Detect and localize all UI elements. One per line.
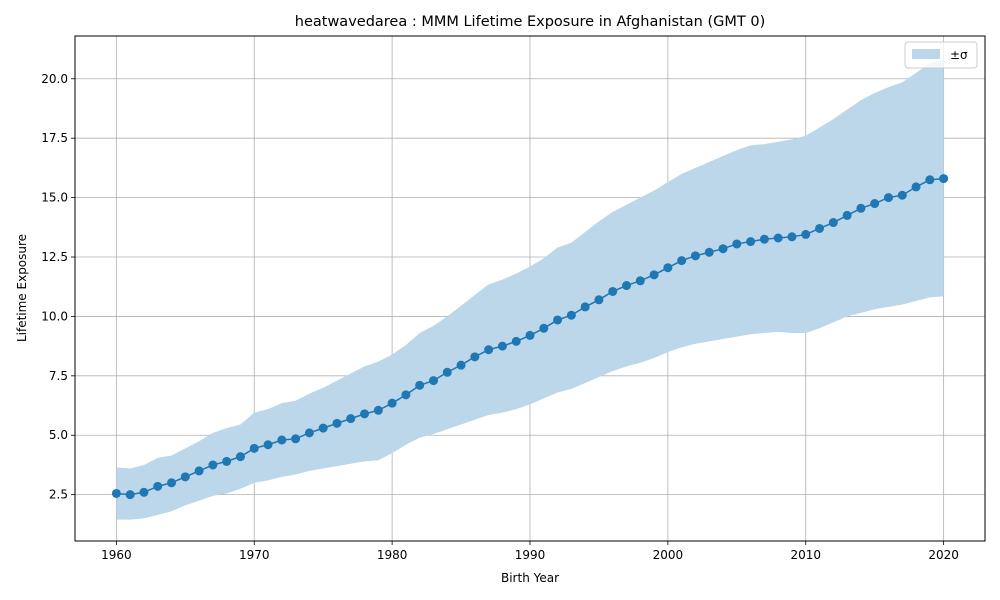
data-point xyxy=(732,239,742,249)
data-point xyxy=(346,414,356,424)
data-point xyxy=(401,390,411,400)
data-point xyxy=(759,234,769,244)
data-point xyxy=(180,472,190,482)
data-point xyxy=(125,490,135,500)
data-point xyxy=(387,398,397,408)
data-point xyxy=(787,232,797,242)
data-point xyxy=(511,336,521,346)
data-point xyxy=(553,315,563,325)
data-point xyxy=(332,418,342,428)
data-point xyxy=(153,481,163,491)
data-point xyxy=(608,286,618,296)
x-axis-label: Birth Year xyxy=(501,571,559,585)
data-point xyxy=(277,435,287,445)
data-point xyxy=(235,452,245,462)
data-point xyxy=(635,276,645,286)
data-point xyxy=(470,352,480,362)
data-point xyxy=(415,380,425,390)
x-tick-label: 2000 xyxy=(653,548,684,562)
data-point xyxy=(911,182,921,192)
chart-title: heatwavedarea : MMM Lifetime Exposure in… xyxy=(295,14,765,30)
data-point xyxy=(194,466,204,476)
data-point xyxy=(663,263,673,273)
x-tick-label: 2010 xyxy=(790,548,821,562)
series-group xyxy=(111,174,949,500)
y-tick-label: 15.0 xyxy=(41,191,68,205)
y-tick-label: 20.0 xyxy=(41,72,68,86)
data-point xyxy=(897,190,907,200)
data-point xyxy=(539,323,549,333)
data-point xyxy=(456,360,466,370)
y-tick-label: 5.0 xyxy=(49,428,68,442)
data-point xyxy=(263,440,273,450)
y-tick-label: 2.5 xyxy=(49,488,68,502)
data-point xyxy=(525,330,535,340)
data-point xyxy=(828,218,838,228)
y-tick-label: 10.0 xyxy=(41,309,68,323)
data-point xyxy=(318,423,328,433)
data-point xyxy=(925,175,935,185)
data-point xyxy=(622,281,632,291)
data-point xyxy=(842,210,852,220)
y-axis-label: Lifetime Exposure xyxy=(15,234,29,342)
data-point xyxy=(442,367,452,377)
data-point xyxy=(167,478,177,488)
data-point xyxy=(939,174,949,184)
data-point xyxy=(801,229,811,239)
x-tick-label: 2020 xyxy=(928,548,959,562)
y-tick-label: 12.5 xyxy=(41,250,68,264)
data-point xyxy=(497,341,507,351)
data-point xyxy=(649,270,659,280)
data-point xyxy=(746,237,756,247)
legend-label-band: ±σ xyxy=(950,48,968,62)
data-point xyxy=(111,488,121,498)
data-point xyxy=(208,460,218,470)
y-tick-label: 17.5 xyxy=(41,131,68,145)
x-tick-label: 1970 xyxy=(239,548,270,562)
data-point xyxy=(856,203,866,213)
data-point xyxy=(870,199,880,209)
data-point xyxy=(139,487,149,497)
data-point xyxy=(773,233,783,243)
data-point xyxy=(704,247,714,257)
data-point xyxy=(815,223,825,233)
y-tick-label: 7.5 xyxy=(49,369,68,383)
y-axis-ticks: 2.5 5.0 7.5 10.0 12.5 15.0 17.5 20.0 xyxy=(41,72,75,502)
legend-swatch-band xyxy=(912,49,940,59)
data-point xyxy=(222,456,232,466)
x-tick-label: 1960 xyxy=(101,548,132,562)
data-point xyxy=(566,310,576,320)
sigma-band xyxy=(116,59,944,520)
data-point xyxy=(304,428,314,438)
legend: ±σ xyxy=(904,41,978,69)
data-point xyxy=(690,251,700,261)
data-point xyxy=(594,295,604,305)
legend-box xyxy=(904,41,978,69)
x-axis-ticks: 1960 1970 1980 1990 2000 2010 2020 xyxy=(101,541,959,562)
data-point xyxy=(249,443,259,453)
sigma-band-group xyxy=(116,59,944,520)
data-point xyxy=(428,376,438,386)
data-point xyxy=(484,345,494,355)
data-point xyxy=(883,193,893,203)
data-point xyxy=(718,244,728,254)
x-tick-label: 1990 xyxy=(515,548,546,562)
x-tick-label: 1980 xyxy=(377,548,408,562)
data-point xyxy=(373,405,383,415)
data-point xyxy=(677,256,687,266)
data-point xyxy=(360,409,370,419)
data-point xyxy=(580,302,590,312)
data-point xyxy=(291,434,301,444)
